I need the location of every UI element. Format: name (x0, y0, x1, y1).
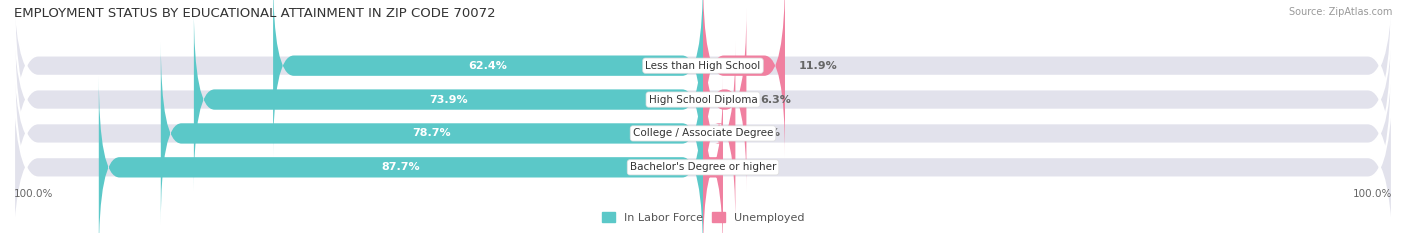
Text: 100.0%: 100.0% (14, 189, 53, 199)
Text: 87.7%: 87.7% (381, 162, 420, 172)
Text: 62.4%: 62.4% (468, 61, 508, 71)
Text: 78.7%: 78.7% (412, 128, 451, 138)
Text: High School Diploma: High School Diploma (648, 95, 758, 105)
FancyBboxPatch shape (703, 76, 724, 233)
Text: 2.9%: 2.9% (737, 162, 768, 172)
FancyBboxPatch shape (194, 8, 703, 191)
FancyBboxPatch shape (703, 8, 747, 191)
FancyBboxPatch shape (14, 59, 1392, 233)
Text: Less than High School: Less than High School (645, 61, 761, 71)
Text: College / Associate Degree: College / Associate Degree (633, 128, 773, 138)
Text: Bachelor's Degree or higher: Bachelor's Degree or higher (630, 162, 776, 172)
Legend: In Labor Force, Unemployed: In Labor Force, Unemployed (598, 208, 808, 227)
Text: 73.9%: 73.9% (429, 95, 468, 105)
FancyBboxPatch shape (273, 0, 703, 157)
FancyBboxPatch shape (703, 0, 785, 157)
Text: 100.0%: 100.0% (1353, 189, 1392, 199)
FancyBboxPatch shape (14, 25, 1392, 233)
FancyBboxPatch shape (14, 0, 1392, 208)
FancyBboxPatch shape (98, 76, 703, 233)
Text: EMPLOYMENT STATUS BY EDUCATIONAL ATTAINMENT IN ZIP CODE 70072: EMPLOYMENT STATUS BY EDUCATIONAL ATTAINM… (14, 7, 496, 20)
FancyBboxPatch shape (160, 42, 703, 225)
FancyBboxPatch shape (703, 42, 735, 225)
Text: 6.3%: 6.3% (761, 95, 792, 105)
Text: 4.7%: 4.7% (749, 128, 780, 138)
Text: Source: ZipAtlas.com: Source: ZipAtlas.com (1288, 7, 1392, 17)
FancyBboxPatch shape (14, 0, 1392, 174)
Text: 11.9%: 11.9% (799, 61, 838, 71)
